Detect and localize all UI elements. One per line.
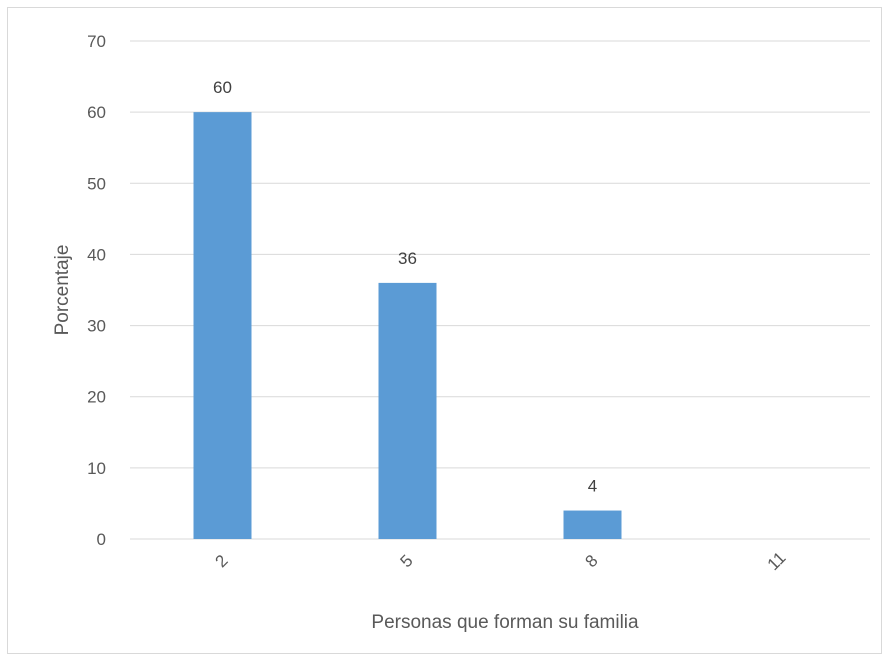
x-axis-title: Personas que forman su familia: [371, 612, 639, 633]
bar: [193, 112, 252, 540]
y-tick-label: 20: [87, 388, 106, 407]
data-label: 60: [213, 78, 232, 97]
y-tick-label: 60: [87, 103, 106, 122]
bars: [193, 112, 622, 540]
data-label: 4: [588, 477, 597, 496]
x-tick-label: 5: [397, 551, 417, 571]
bar: [563, 510, 622, 539]
bar: [378, 282, 437, 539]
y-axis-ticks: 0 10 20 30 40 50 60 70: [87, 32, 106, 549]
y-tick-label: 70: [87, 32, 106, 51]
x-axis-ticks: 2 5 8 11: [212, 548, 790, 574]
y-tick-label: 0: [97, 530, 106, 549]
y-tick-label: 10: [87, 459, 106, 478]
y-axis-title: Porcentaje: [52, 245, 73, 336]
x-tick-label: 2: [212, 551, 232, 571]
y-tick-label: 40: [87, 245, 106, 264]
gridlines: [130, 40, 870, 540]
data-labels: 60 36 4: [213, 78, 597, 495]
y-tick-label: 50: [87, 174, 106, 193]
data-label: 36: [398, 249, 417, 268]
x-tick-label: 11: [764, 548, 790, 574]
x-tick-label: 8: [582, 551, 602, 571]
chart-frame: [7, 7, 882, 654]
y-tick-label: 30: [87, 317, 106, 336]
